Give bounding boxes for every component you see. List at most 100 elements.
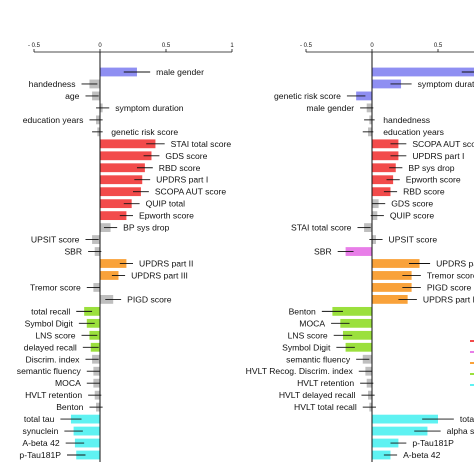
bar-label: RBD score bbox=[159, 163, 201, 173]
bar-male-gender bbox=[100, 67, 137, 77]
side-mark-pink bbox=[470, 351, 474, 353]
bar-total-tau bbox=[372, 414, 438, 424]
bar-label: Symbol Digit bbox=[282, 342, 331, 352]
bar-label: GDS score bbox=[391, 199, 433, 209]
bar-quip-total bbox=[100, 199, 132, 209]
bar-label: p-Tau181P bbox=[19, 450, 61, 460]
bar-label: SCOPA AUT score bbox=[155, 187, 227, 197]
bar-symbol-digit bbox=[345, 342, 372, 352]
bar-label: SCOPA AUT score bbox=[412, 139, 474, 149]
bar-label: HVLT retention bbox=[25, 390, 82, 400]
bar-label: MOCA bbox=[299, 318, 325, 328]
bar-label: total tau bbox=[24, 414, 55, 424]
bar-label: STAI total score bbox=[171, 139, 232, 149]
bar-label: total tau bbox=[460, 414, 474, 424]
bar-stai-total-score bbox=[100, 139, 156, 149]
bar-label: handedness bbox=[383, 115, 430, 125]
bar-label: Epworth score bbox=[406, 175, 461, 185]
side-mark-cyan bbox=[470, 384, 474, 386]
bar-p-tau181p bbox=[372, 438, 399, 448]
bar-label: male gender bbox=[306, 103, 354, 113]
bar-epworth-score bbox=[372, 175, 394, 185]
bar-label: UPDRS part III bbox=[436, 259, 474, 269]
bar-updrs-part-iii bbox=[100, 271, 119, 280]
bar-gds-score bbox=[100, 151, 152, 161]
bar-label: PIGD score bbox=[127, 294, 172, 304]
bar-label: HVLT Recog. Discrim. index bbox=[246, 366, 354, 376]
bar-updrs-part-i bbox=[372, 151, 399, 161]
bar-label: QUIP total bbox=[146, 199, 186, 209]
bar-label: delayed recall bbox=[24, 342, 77, 352]
bar-label: UPSIT score bbox=[31, 235, 80, 245]
bar-lns-score bbox=[342, 330, 372, 340]
x-tick-label: 0 bbox=[98, 43, 102, 49]
x-tick-label: - 0.5 bbox=[28, 43, 41, 49]
bar-label: education years bbox=[383, 127, 444, 137]
bar-label: HVLT retention bbox=[297, 378, 354, 388]
bar-label: education years bbox=[23, 115, 84, 125]
bar-label: Benton bbox=[289, 306, 316, 316]
bar-rbd-score bbox=[100, 163, 145, 173]
bar-label: Tremor score bbox=[427, 270, 474, 280]
bar-label: synuclein bbox=[23, 426, 59, 436]
bar-label: alpha synuclein bbox=[447, 426, 474, 436]
bar-label: LNS score bbox=[35, 330, 75, 340]
bar-label: SBR bbox=[314, 247, 332, 257]
bar-label: handedness bbox=[29, 79, 76, 89]
bar-label: UPDRS part I bbox=[156, 175, 208, 185]
bar-label: UPDRS part I bbox=[412, 151, 464, 161]
bar-label: genetic risk score bbox=[274, 91, 341, 101]
x-tick-label: 0.5 bbox=[434, 43, 443, 49]
bar-synuclein bbox=[73, 426, 100, 436]
bar-a-beta-42 bbox=[74, 438, 100, 448]
bar-label: BP sys drop bbox=[123, 223, 169, 233]
bar-label: SBR bbox=[64, 247, 82, 257]
x-tick-label: - 0.5 bbox=[300, 43, 313, 49]
bar-label: genetic risk score bbox=[111, 127, 178, 137]
bar-label: male gender bbox=[156, 67, 204, 77]
x-tick-label: 0.5 bbox=[162, 43, 171, 49]
bar-label: UPDRS part III bbox=[131, 270, 188, 280]
bar-alpha-synuclein bbox=[372, 426, 428, 436]
bar-p-tau181p bbox=[76, 450, 100, 460]
bar-moca bbox=[340, 318, 372, 328]
bar-label: Benton bbox=[56, 402, 83, 412]
bar-label: QUIP score bbox=[390, 211, 434, 221]
bar-label: A-beta 42 bbox=[403, 450, 440, 460]
bar-label: semantic fluency bbox=[17, 366, 82, 376]
bar-tremor-score bbox=[372, 271, 412, 280]
bar-label: Epworth score bbox=[139, 211, 194, 221]
bar-scopa-aut-score bbox=[100, 187, 141, 197]
bar-label: UPDRS part II bbox=[423, 294, 474, 304]
bar-benton bbox=[332, 306, 372, 316]
x-tick-label: 0 bbox=[370, 43, 374, 49]
side-mark-red bbox=[470, 340, 474, 342]
bar-label: Tremor score bbox=[30, 282, 81, 292]
side-mark-green bbox=[470, 373, 474, 375]
right-bar-chart-panel: - 0.500.51agesymptom durationgenetic ris… bbox=[246, 43, 474, 462]
bar-label: STAI total score bbox=[291, 223, 352, 233]
bar-label: symptom duration bbox=[418, 79, 474, 89]
bar-label: RBD score bbox=[403, 187, 445, 197]
bar-updrs-part-ii bbox=[100, 259, 127, 268]
bar-label: UPSIT score bbox=[389, 235, 438, 245]
bar-pigd-score bbox=[372, 283, 412, 292]
bar-label: HVLT total recall bbox=[294, 402, 357, 412]
bar-label: BP sys drop bbox=[408, 163, 454, 173]
bar-label: age bbox=[65, 91, 80, 101]
bar-scopa-aut-score bbox=[372, 139, 399, 149]
bar-rbd-score bbox=[372, 187, 391, 197]
bar-updrs-part-ii bbox=[372, 295, 408, 304]
bar-age bbox=[372, 67, 474, 77]
bar-label: PIGD score bbox=[427, 282, 472, 292]
bar-label: GDS score bbox=[165, 151, 207, 161]
bar-label: semantic fluency bbox=[286, 354, 351, 364]
bar-bp-sys-drop bbox=[372, 163, 396, 173]
bar-symptom-duration bbox=[372, 79, 402, 89]
side-mark-orange bbox=[470, 362, 474, 364]
bar-label: LNS score bbox=[288, 330, 328, 340]
bar-updrs-part-iii bbox=[372, 259, 420, 268]
bar-epworth-score bbox=[100, 211, 127, 221]
x-tick-label: 1 bbox=[230, 43, 234, 49]
